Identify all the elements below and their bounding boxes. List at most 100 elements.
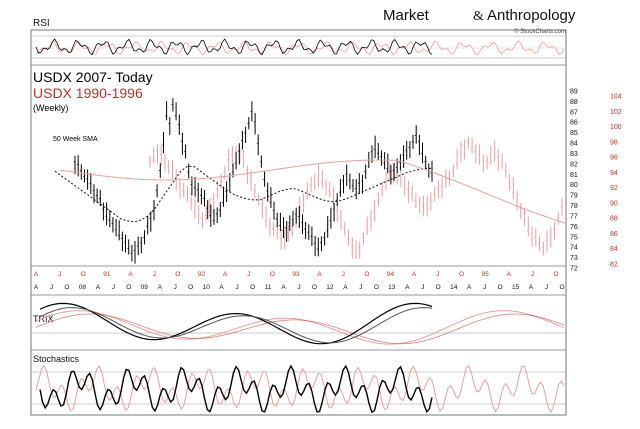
x-tick-red: A bbox=[223, 271, 228, 278]
brand-glyph: & bbox=[473, 9, 484, 24]
x-tick-red: 95 bbox=[481, 271, 489, 278]
x-tick-red: A bbox=[317, 271, 322, 278]
x-tick-black: O bbox=[559, 284, 564, 291]
y-tick-black: 73 bbox=[570, 255, 578, 262]
y-tick-red: 82 bbox=[610, 262, 618, 269]
x-tick-black: 11 bbox=[265, 284, 272, 291]
price-bars-group bbox=[73, 98, 433, 264]
x-tick-black: J bbox=[483, 284, 486, 291]
y-tick-red: 90 bbox=[610, 200, 618, 207]
x-tick-red: 92 bbox=[198, 271, 206, 278]
x-tick-red: A bbox=[34, 271, 39, 278]
x-tick-red: O bbox=[175, 271, 180, 278]
x-tick-black: A bbox=[219, 284, 224, 291]
trix-label: TRIX bbox=[33, 314, 54, 324]
y-tick-red: 92 bbox=[610, 185, 618, 192]
y-tick-red: 100 bbox=[610, 124, 622, 131]
rsi-panel: RSI bbox=[31, 18, 566, 59]
x-tick-red: J bbox=[153, 271, 156, 278]
x-tick-black: J bbox=[297, 284, 300, 291]
x-tick-red: A bbox=[128, 271, 133, 278]
y-tick-black: 88 bbox=[570, 99, 578, 106]
rsi-overlay-line bbox=[35, 40, 565, 56]
chart-subtitle: USDX 1990-1996 bbox=[33, 85, 143, 101]
trix-overlay-signal bbox=[35, 313, 565, 345]
x-tick-red: J bbox=[247, 271, 250, 278]
chart-subtitle-2: (Weekly) bbox=[33, 103, 68, 113]
y-axis-red: 104 102 100 98 96 94 92 90 88 86 84 82 bbox=[610, 94, 622, 269]
y-tick-black: 79 bbox=[570, 193, 578, 200]
chart-title: USDX 2007- Today bbox=[33, 69, 153, 85]
x-tick-red: O bbox=[459, 271, 464, 278]
y-axis-black: 89 88 87 86 85 84 83 82 81 80 79 78 77 76 75 74 73 72 bbox=[570, 89, 578, 273]
x-tick-red: 94 bbox=[387, 271, 395, 278]
y-tick-red: 102 bbox=[610, 109, 622, 116]
x-tick-red: J bbox=[58, 271, 61, 278]
x-tick-black: J bbox=[174, 284, 177, 291]
credit-text: © StockCharts.com bbox=[514, 28, 566, 35]
x-tick-red: 93 bbox=[292, 271, 300, 278]
x-tick-black: O bbox=[498, 284, 503, 291]
x-tick-black: A bbox=[467, 284, 472, 291]
y-tick-black: 78 bbox=[570, 203, 578, 210]
x-axis-red: A J O 91 A J O 92 A J O 93 A J O 94 A J O 95 A J O bbox=[34, 271, 559, 278]
x-tick-black: A bbox=[96, 284, 101, 291]
x-tick-black: O bbox=[250, 284, 255, 291]
x-tick-red: O bbox=[364, 271, 369, 278]
rsi-line bbox=[35, 38, 433, 56]
y-tick-black: 85 bbox=[570, 130, 578, 137]
x-tick-black: J bbox=[235, 284, 238, 291]
x-tick-black: 12 bbox=[326, 284, 334, 291]
x-tick-red: O bbox=[553, 271, 558, 278]
x-tick-red: O bbox=[81, 271, 86, 278]
x-tick-black: O bbox=[436, 284, 441, 291]
x-tick-red: J bbox=[436, 271, 439, 278]
sma-annotation: 50 Week SMA bbox=[53, 136, 98, 143]
x-tick-black: O bbox=[126, 284, 131, 291]
y-tick-black: 83 bbox=[570, 151, 578, 158]
x-tick-black: J bbox=[112, 284, 115, 291]
stochastics-panel: Stochastics bbox=[31, 349, 566, 414]
x-tick-red: A bbox=[412, 271, 417, 278]
x-tick-red: J bbox=[531, 271, 534, 278]
y-tick-black: 76 bbox=[570, 224, 578, 231]
x-tick-black: A bbox=[405, 284, 410, 291]
y-tick-black: 81 bbox=[570, 172, 578, 179]
y-tick-black: 87 bbox=[570, 109, 578, 116]
x-tick-red: 91 bbox=[103, 271, 111, 278]
x-tick-black: J bbox=[421, 284, 424, 291]
y-tick-black: 86 bbox=[570, 120, 578, 127]
chart-frame bbox=[30, 29, 567, 416]
y-tick-black: 82 bbox=[570, 161, 578, 168]
y-tick-red: 84 bbox=[610, 246, 618, 253]
x-tick-black: A bbox=[343, 284, 348, 291]
y-tick-black: 74 bbox=[570, 245, 578, 252]
x-tick-black: A bbox=[281, 284, 286, 291]
y-tick-red: 88 bbox=[610, 216, 618, 223]
stoch-line bbox=[39, 364, 433, 414]
y-tick-red: 96 bbox=[610, 155, 618, 162]
x-tick-black: O bbox=[312, 284, 317, 291]
brand-word-2: Anthropology bbox=[487, 7, 576, 24]
x-tick-red: O bbox=[270, 271, 275, 278]
x-tick-black: 10 bbox=[203, 284, 211, 291]
x-tick-black: J bbox=[359, 284, 362, 291]
x-tick-black: J bbox=[50, 284, 53, 291]
x-tick-black: A bbox=[529, 284, 534, 291]
x-tick-black: O bbox=[188, 284, 193, 291]
x-tick-black: O bbox=[64, 284, 69, 291]
trix-overlay-line bbox=[35, 310, 565, 345]
overlay-sma-line bbox=[59, 159, 567, 224]
x-tick-black: A bbox=[34, 284, 39, 291]
x-tick-black: 09 bbox=[141, 284, 149, 291]
y-tick-red: 94 bbox=[610, 170, 618, 177]
stochastics-label: Stochastics bbox=[33, 354, 80, 364]
y-tick-black: 75 bbox=[570, 234, 578, 241]
y-tick-black: 89 bbox=[570, 89, 578, 96]
trix-signal-line bbox=[39, 307, 433, 344]
y-tick-red: 98 bbox=[610, 139, 618, 146]
x-tick-black: 08 bbox=[79, 284, 87, 291]
sma-50-line bbox=[54, 165, 432, 223]
